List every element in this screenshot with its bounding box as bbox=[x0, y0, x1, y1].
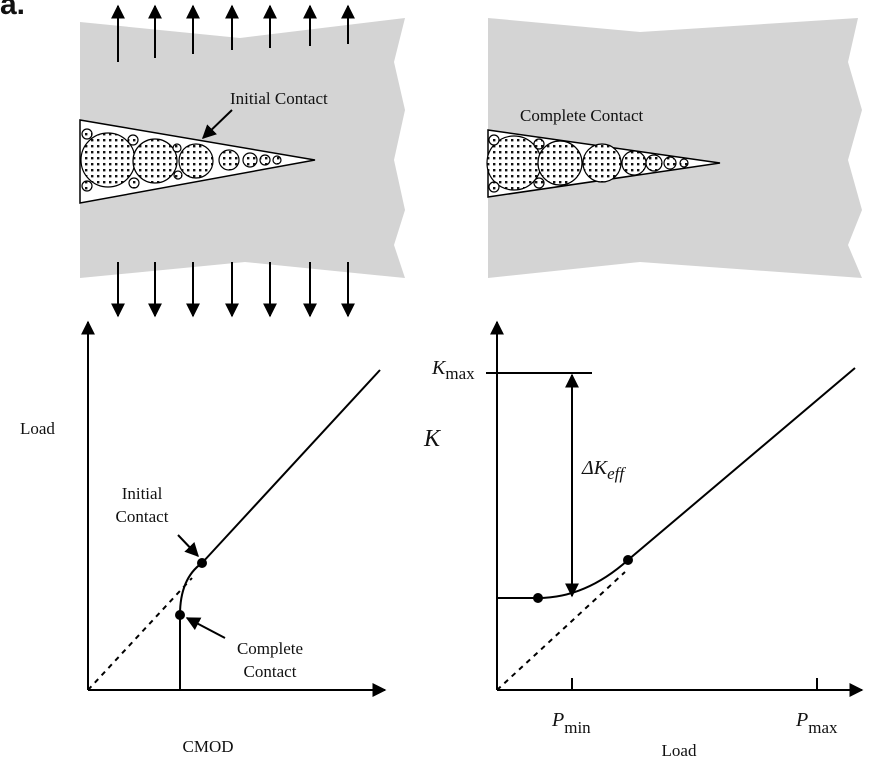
p-min: Pmin bbox=[551, 709, 591, 737]
label: Contact bbox=[244, 662, 297, 681]
load-cmod-plot: Load Initial Contact Complete Contact CM… bbox=[20, 322, 385, 756]
x-label: CMOD bbox=[182, 737, 233, 756]
label: Complete Contact bbox=[520, 106, 644, 125]
figure: a. Initial Contact Complete Contact Load… bbox=[0, 0, 872, 761]
p-max: Pmax bbox=[795, 709, 838, 737]
y-label: K bbox=[423, 426, 442, 452]
label: Initial Contact bbox=[230, 89, 328, 108]
k-max: Kmax bbox=[431, 357, 475, 383]
y-label: Load bbox=[20, 419, 55, 438]
label: Contact bbox=[116, 507, 169, 526]
specimen-closed: Complete Contact bbox=[487, 18, 862, 278]
x-label: Load bbox=[662, 741, 697, 760]
specimen-open: Initial Contact bbox=[80, 6, 405, 316]
k-load-plot: Kmax K ΔKeff Pmin Pmax Load bbox=[423, 322, 862, 760]
label: Complete bbox=[237, 639, 303, 658]
panel-label: a. bbox=[0, 0, 25, 21]
delta-k-eff: ΔKeff bbox=[581, 457, 626, 483]
label: Initial bbox=[122, 484, 163, 503]
